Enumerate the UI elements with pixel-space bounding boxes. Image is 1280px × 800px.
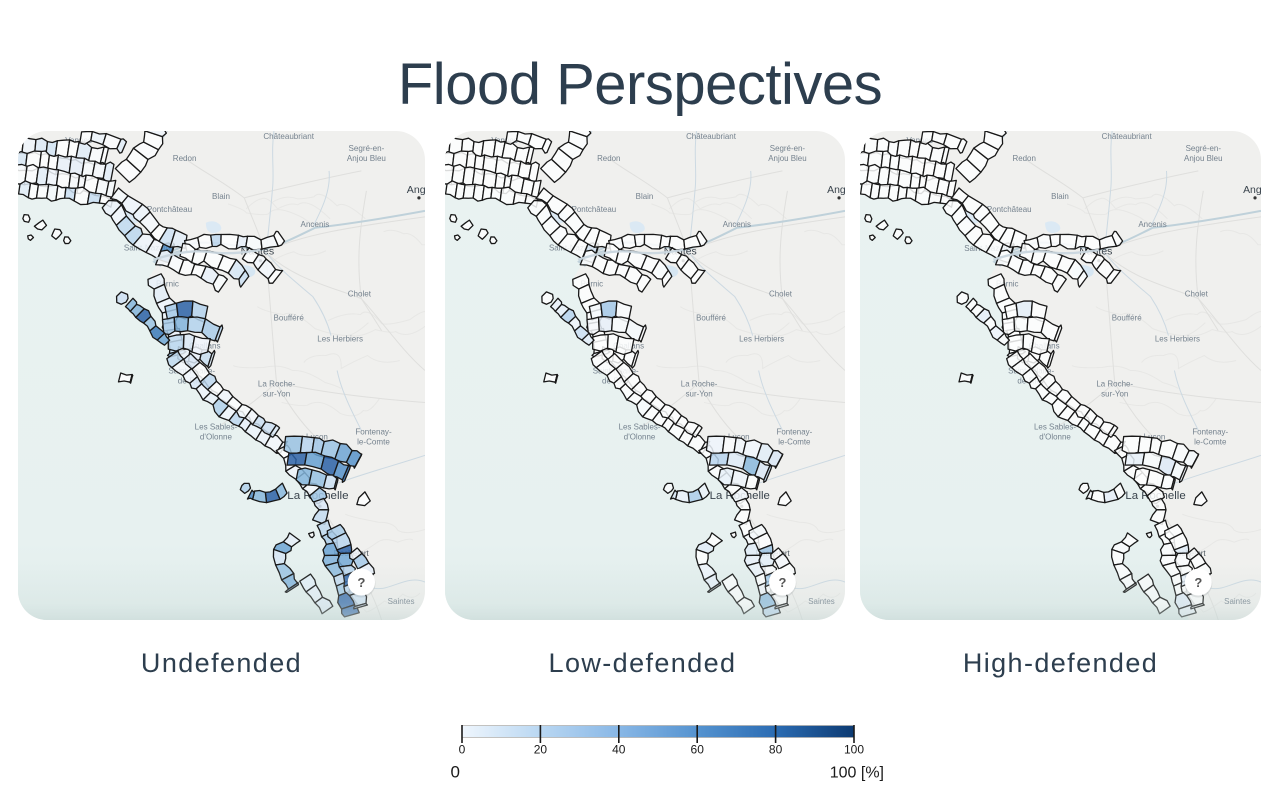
svg-text:0: 0 — [459, 743, 466, 757]
svg-text:20: 20 — [534, 743, 548, 757]
svg-text:40: 40 — [612, 743, 626, 757]
svg-text:100: 100 — [844, 743, 864, 757]
svg-text:?: ? — [1194, 575, 1202, 590]
svg-text:60: 60 — [691, 743, 705, 757]
svg-text:100 [%]: 100 [%] — [830, 765, 884, 782]
svg-text:?: ? — [357, 575, 365, 590]
svg-text:?: ? — [779, 575, 787, 590]
svg-text:0: 0 — [451, 763, 460, 782]
svg-text:80: 80 — [769, 743, 783, 757]
